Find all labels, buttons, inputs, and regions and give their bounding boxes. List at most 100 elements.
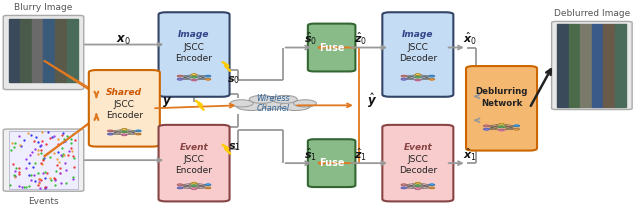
Text: Encoder: Encoder — [175, 54, 212, 63]
Circle shape — [108, 133, 113, 135]
Bar — [592, 24, 604, 107]
Text: JSCC: JSCC — [114, 100, 135, 109]
Circle shape — [191, 79, 196, 81]
Circle shape — [122, 134, 127, 136]
Circle shape — [499, 126, 504, 128]
Bar — [9, 19, 20, 82]
Circle shape — [484, 128, 489, 130]
Circle shape — [514, 128, 520, 130]
Circle shape — [122, 129, 127, 130]
Circle shape — [191, 182, 196, 184]
Text: Network: Network — [481, 99, 522, 108]
Circle shape — [177, 187, 182, 189]
Circle shape — [236, 101, 266, 110]
Circle shape — [294, 100, 316, 107]
Text: Decoder: Decoder — [399, 166, 437, 175]
Text: Fuse: Fuse — [319, 158, 344, 168]
Bar — [32, 19, 44, 82]
Circle shape — [230, 100, 253, 107]
Circle shape — [191, 188, 196, 190]
Circle shape — [415, 76, 420, 78]
Text: $\boldsymbol{y}$: $\boldsymbol{y}$ — [162, 95, 172, 109]
Circle shape — [484, 125, 489, 127]
Text: Blurry Image: Blurry Image — [14, 3, 73, 12]
Bar — [557, 24, 569, 107]
Circle shape — [429, 78, 435, 80]
Text: Event: Event — [403, 143, 432, 152]
Circle shape — [514, 125, 520, 127]
Circle shape — [401, 184, 406, 186]
Text: Events: Events — [28, 197, 59, 206]
Bar — [604, 24, 615, 107]
Bar — [44, 19, 55, 82]
Circle shape — [499, 129, 504, 131]
Bar — [9, 131, 78, 189]
Circle shape — [429, 184, 435, 186]
FancyBboxPatch shape — [89, 70, 160, 147]
Circle shape — [429, 187, 435, 189]
Text: Image: Image — [402, 30, 433, 39]
FancyBboxPatch shape — [308, 139, 355, 187]
Circle shape — [205, 78, 211, 80]
Circle shape — [205, 75, 211, 77]
FancyBboxPatch shape — [159, 12, 230, 97]
Text: Deblurring: Deblurring — [476, 87, 528, 96]
Circle shape — [249, 95, 275, 103]
Text: $\hat{\boldsymbol{z}}_0$: $\hat{\boldsymbol{z}}_0$ — [355, 30, 367, 47]
FancyBboxPatch shape — [382, 125, 453, 201]
Circle shape — [415, 185, 420, 187]
Bar — [20, 19, 32, 82]
Circle shape — [272, 95, 298, 103]
Circle shape — [401, 187, 406, 189]
Bar — [569, 24, 580, 107]
Circle shape — [191, 76, 196, 78]
FancyBboxPatch shape — [3, 15, 84, 90]
Circle shape — [177, 75, 182, 77]
Text: JSCC: JSCC — [184, 155, 205, 164]
Text: Encoder: Encoder — [106, 111, 143, 120]
Text: $\hat{\boldsymbol{x}}_1$: $\hat{\boldsymbol{x}}_1$ — [463, 146, 477, 163]
Text: $\boldsymbol{x}_0$: $\boldsymbol{x}_0$ — [116, 34, 131, 47]
Circle shape — [136, 130, 141, 132]
Circle shape — [205, 187, 211, 189]
Circle shape — [108, 130, 113, 132]
Circle shape — [499, 123, 504, 125]
Text: Shared: Shared — [106, 88, 142, 97]
FancyBboxPatch shape — [308, 24, 355, 71]
Circle shape — [401, 78, 406, 80]
Circle shape — [415, 188, 420, 190]
Circle shape — [415, 182, 420, 184]
Text: JSCC: JSCC — [408, 155, 428, 164]
Text: $\hat{\boldsymbol{s}}_1$: $\hat{\boldsymbol{s}}_1$ — [303, 146, 317, 163]
Bar — [55, 19, 67, 82]
Text: $\boldsymbol{s}_0$: $\boldsymbol{s}_0$ — [227, 75, 241, 86]
Bar — [580, 24, 592, 107]
Circle shape — [177, 78, 182, 80]
Circle shape — [401, 75, 406, 77]
Text: $\hat{\boldsymbol{z}}_1$: $\hat{\boldsymbol{z}}_1$ — [355, 146, 367, 163]
FancyBboxPatch shape — [159, 125, 230, 201]
Text: $\boldsymbol{s}_1$: $\boldsymbol{s}_1$ — [227, 141, 241, 153]
Text: JSCC: JSCC — [184, 43, 205, 52]
Circle shape — [177, 184, 182, 186]
Circle shape — [136, 133, 141, 135]
Circle shape — [191, 185, 196, 187]
Text: Wireless
Channel: Wireless Channel — [257, 94, 290, 114]
Text: Encoder: Encoder — [175, 166, 212, 175]
Text: JSCC: JSCC — [408, 43, 428, 52]
Circle shape — [429, 75, 435, 77]
Bar — [615, 24, 627, 107]
Text: $\hat{\boldsymbol{x}}_0$: $\hat{\boldsymbol{x}}_0$ — [463, 30, 477, 47]
FancyBboxPatch shape — [3, 129, 84, 191]
Circle shape — [415, 74, 420, 75]
FancyBboxPatch shape — [466, 66, 537, 151]
Text: $\hat{\boldsymbol{y}}$: $\hat{\boldsymbol{y}}$ — [367, 91, 376, 110]
FancyBboxPatch shape — [382, 12, 453, 97]
Circle shape — [122, 131, 127, 133]
Circle shape — [415, 79, 420, 81]
Text: Image: Image — [179, 30, 210, 39]
Circle shape — [253, 97, 294, 109]
Text: Fuse: Fuse — [319, 42, 344, 53]
Circle shape — [280, 101, 310, 110]
Bar — [67, 19, 78, 82]
